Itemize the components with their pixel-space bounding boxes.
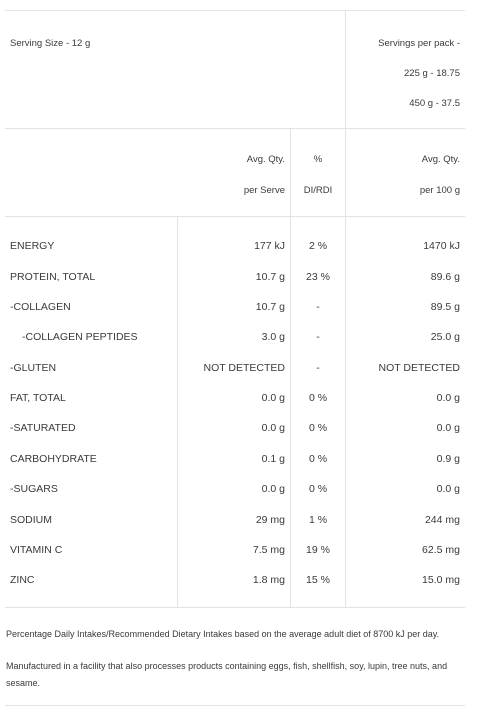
nutrient-di-rdi: 19 % [306, 544, 330, 556]
nutrient-per-100g: NOT DETECTED [378, 362, 460, 374]
nutrient-name: SODIUM [10, 514, 52, 526]
nutrient-per-100g: 1470 kJ [423, 240, 460, 252]
column-divider-right [345, 10, 346, 607]
di-rdi-footnote: Percentage Daily Intakes/Recommended Die… [6, 629, 440, 639]
nutrient-name: -COLLAGEN PEPTIDES [22, 331, 138, 343]
header-di-rdi: DI/RDI [303, 185, 333, 196]
nutrient-per-100g: 15.0 mg [422, 574, 460, 586]
nutrient-di-rdi: - [316, 362, 320, 374]
nutrient-name: VITAMIN C [10, 544, 63, 556]
nutrient-per-serve: 3.0 g [261, 331, 285, 343]
servings-per-pack-label: Servings per pack - [378, 38, 460, 49]
nutrient-per-serve: 177 kJ [254, 240, 285, 252]
nutrient-di-rdi: - [316, 331, 320, 343]
nutrient-name: ZINC [10, 574, 35, 586]
nutrition-panel: Serving Size - 12 g Servings per pack - … [5, 10, 465, 706]
nutrient-name: FAT, TOTAL [10, 392, 66, 404]
servings-225g: 225 g - 18.75 [404, 68, 460, 79]
nutrient-per-serve: 1.8 mg [252, 574, 285, 586]
nutrient-di-rdi: - [316, 301, 320, 313]
header-avg-qty-serve: Avg. Qty. [246, 154, 285, 165]
nutrient-di-rdi: 0 % [308, 453, 328, 465]
nutrient-name: -GLUTEN [10, 362, 57, 374]
nutrient-per-100g: 0.0 g [436, 392, 460, 404]
nutrient-per-serve: 29 mg [255, 514, 285, 526]
nutrient-per-serve: 0.1 g [261, 453, 285, 465]
header-avg-qty-100g: Avg. Qty. [421, 154, 460, 165]
servings-450g: 450 g - 37.5 [409, 98, 460, 109]
nutrient-per-100g: 25.0 g [430, 331, 460, 343]
nutrient-per-100g: 89.6 g [430, 271, 460, 283]
nutrient-name: CARBOHYDRATE [10, 453, 97, 465]
nutrient-per-100g: 89.5 g [430, 301, 460, 313]
nutrient-di-rdi: 0 % [308, 422, 328, 434]
divider-top [5, 10, 465, 11]
allergen-footnote: Manufactured in a facility that also pro… [6, 661, 448, 688]
serving-size-label: Serving Size - 12 g [10, 38, 91, 49]
nutrient-per-serve: 7.5 mg [252, 544, 285, 556]
nutrient-di-rdi: 0 % [308, 483, 328, 495]
divider-bottom [5, 705, 465, 706]
header-per-100g: per 100 g [419, 185, 460, 196]
nutrient-di-rdi: 23 % [306, 271, 330, 283]
header-percent: % [313, 154, 323, 165]
nutrient-di-rdi: 1 % [308, 514, 328, 526]
nutrient-per-100g: 244 mg [424, 514, 460, 526]
nutrient-per-serve: 0.0 g [261, 422, 285, 434]
nutrient-per-100g: 62.5 mg [422, 544, 460, 556]
nutrient-name: -SUGARS [10, 483, 58, 495]
nutrient-di-rdi: 15 % [306, 574, 330, 586]
nutrient-name: -SATURATED [10, 422, 76, 434]
nutrient-per-serve: 10.7 g [255, 271, 285, 283]
nutrient-per-100g: 0.0 g [436, 422, 460, 434]
nutrient-per-serve: 0.0 g [261, 392, 285, 404]
nutrient-per-serve: NOT DETECTED [203, 362, 285, 374]
column-divider-serve [177, 216, 178, 607]
divider-after-serving [5, 128, 465, 129]
divider-after-table [5, 607, 465, 608]
nutrient-name: PROTEIN, TOTAL [10, 271, 96, 283]
header-per-serve: per Serve [243, 185, 285, 196]
nutrient-per-100g: 0.9 g [436, 453, 460, 465]
nutrient-per-100g: 0.0 g [436, 483, 460, 495]
column-divider-pct [290, 128, 291, 607]
nutrient-name: -COLLAGEN [10, 301, 71, 313]
nutrient-per-serve: 10.7 g [255, 301, 285, 313]
nutrient-di-rdi: 0 % [308, 392, 328, 404]
divider-after-headers [5, 216, 465, 217]
nutrient-per-serve: 0.0 g [261, 483, 285, 495]
nutrient-name: ENERGY [10, 240, 55, 252]
nutrient-di-rdi: 2 % [308, 240, 328, 252]
